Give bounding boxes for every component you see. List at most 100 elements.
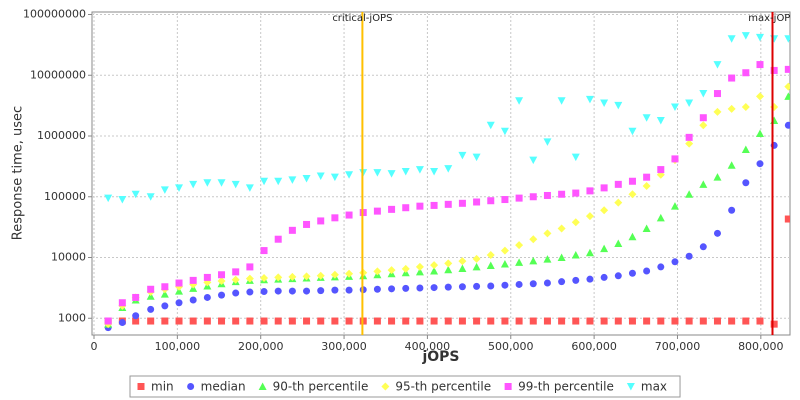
point (727, 35, 736, 43)
point (628, 232, 637, 241)
point (345, 211, 353, 219)
legend-entries: min median 90-th percentile 95-th percentil… (137, 380, 667, 394)
point (473, 198, 481, 206)
point (388, 285, 396, 293)
point (728, 74, 736, 82)
point (331, 317, 339, 325)
point (685, 317, 693, 325)
point (274, 273, 283, 282)
legend-label: 95-th percentile (395, 380, 491, 394)
point (756, 61, 764, 69)
x-axis-title: jOPS (421, 349, 459, 365)
point (217, 277, 226, 286)
point (670, 103, 679, 112)
point (784, 92, 790, 100)
point (600, 244, 609, 253)
point (444, 283, 452, 291)
point (189, 180, 198, 189)
point (401, 264, 410, 273)
point (274, 177, 283, 186)
point (260, 273, 269, 282)
point (288, 226, 296, 234)
legend-label: min (151, 380, 174, 394)
point (160, 290, 169, 298)
point (500, 127, 509, 136)
point (288, 176, 297, 184)
point (670, 202, 679, 210)
point (381, 382, 390, 391)
point (274, 317, 282, 325)
point (628, 177, 636, 185)
point (146, 193, 155, 201)
point (656, 117, 665, 125)
point (543, 138, 552, 146)
point (628, 317, 636, 325)
point (486, 250, 495, 259)
point (430, 261, 439, 270)
x-tick-label: 300,000 (321, 340, 367, 353)
point (203, 293, 211, 301)
point (316, 271, 325, 280)
point (260, 247, 268, 255)
point (685, 252, 693, 260)
point (175, 299, 183, 307)
point (373, 207, 381, 215)
point (345, 317, 353, 325)
point (444, 165, 453, 173)
point (543, 255, 552, 263)
point (784, 35, 790, 43)
point (685, 139, 694, 148)
point (600, 317, 608, 325)
point (713, 90, 721, 98)
point (699, 180, 708, 188)
point (586, 275, 594, 283)
point (104, 194, 113, 203)
point (642, 114, 651, 122)
point (175, 184, 184, 192)
point (501, 281, 509, 289)
point (303, 220, 311, 228)
point (175, 287, 184, 295)
point (699, 121, 708, 130)
point (217, 179, 226, 187)
point (331, 286, 339, 294)
point (600, 99, 609, 107)
point (626, 383, 635, 391)
point (246, 288, 254, 296)
point (727, 104, 736, 113)
point (558, 317, 566, 325)
point (770, 66, 778, 74)
point (373, 169, 382, 177)
point (288, 287, 296, 295)
point (231, 180, 240, 189)
point (302, 272, 311, 281)
point (317, 317, 325, 325)
y-tick-label: 1000000 (37, 129, 86, 142)
point (472, 254, 481, 263)
point (302, 174, 311, 183)
point (713, 229, 721, 237)
point (132, 317, 140, 325)
point (387, 170, 396, 178)
point (699, 243, 707, 251)
point (147, 317, 155, 325)
point (529, 317, 537, 325)
point (132, 312, 140, 320)
point (444, 200, 452, 208)
point (345, 269, 354, 278)
y-tick-label: 10000000 (30, 68, 86, 81)
point (586, 187, 594, 195)
plot-area (91, 11, 791, 336)
point (741, 103, 750, 112)
point (189, 276, 197, 284)
legend-label: 90-th percentile (273, 380, 369, 394)
point (515, 194, 523, 202)
point (500, 260, 509, 268)
point (784, 215, 790, 223)
point (500, 246, 509, 255)
point (175, 317, 183, 325)
point (784, 65, 790, 73)
point (614, 317, 622, 325)
point (685, 99, 694, 107)
point (187, 383, 195, 390)
